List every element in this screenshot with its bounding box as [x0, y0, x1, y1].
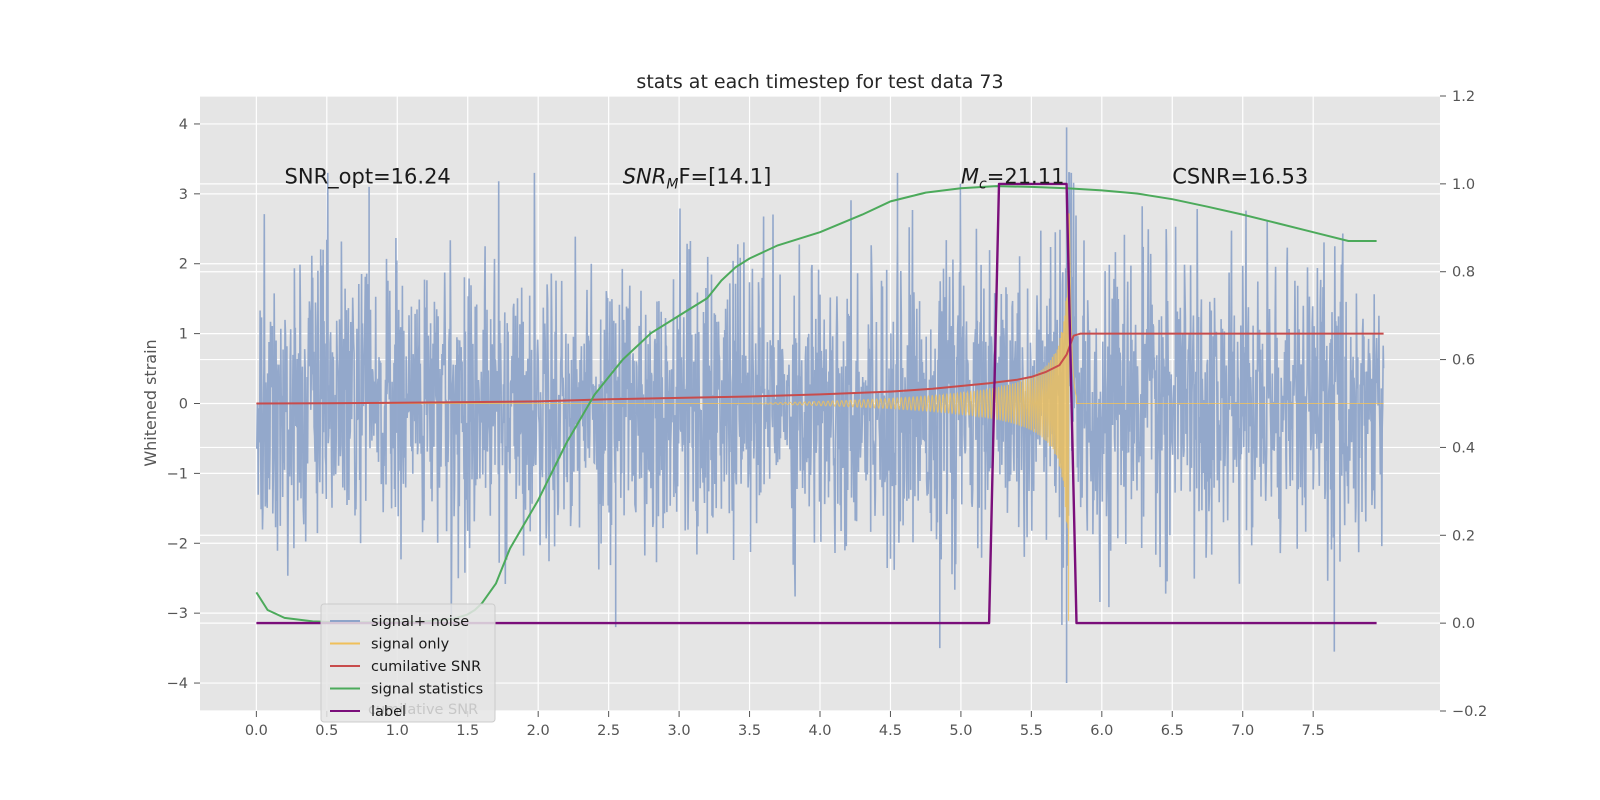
legend-label: signal statistics — [371, 682, 483, 698]
legend-entry: cumilative SNR — [330, 659, 481, 675]
series-label — [256, 182, 1377, 625]
y2-tick-label: 0.6 — [1452, 353, 1475, 369]
y-tick-label: −4 — [167, 676, 188, 692]
series-signal-plus-noise — [255, 127, 1385, 683]
y-tick-label: 0 — [179, 397, 188, 413]
annotation-snr-opt: SNR_opt=16.24 — [285, 164, 451, 189]
y2-tick-label: 0.4 — [1452, 440, 1475, 456]
x-tick-label: 7.0 — [1231, 723, 1254, 739]
annotation-snr-mf-rest: F=[14.1] — [678, 164, 771, 188]
y-axis-left: −4 −3 −2 −1 0 1 2 3 4 — [167, 117, 200, 692]
y-axis-right: −0.2 0.0 0.2 0.4 0.6 0.8 1.0 1.2 — [1440, 89, 1487, 720]
annotation-csnr: CSNR=16.53 — [1172, 164, 1308, 188]
x-tick-label: 7.5 — [1302, 723, 1325, 739]
legend-label: signal only — [371, 637, 450, 653]
y2-tick-label: 0.8 — [1452, 265, 1475, 281]
x-tick-label: 4.5 — [879, 723, 902, 739]
y-tick-label: 4 — [179, 117, 188, 133]
annotations: SNR_opt=16.24 SNRMF=[14.1] Mc=21.11 CSNR… — [285, 164, 1309, 192]
x-tick-label: 1.0 — [386, 723, 409, 739]
series-cumulative-snr — [256, 332, 1384, 405]
legend-label: label — [371, 704, 406, 720]
y-tick-label: −1 — [167, 466, 188, 482]
annotation-snr-mf: SNRMF=[14.1] — [623, 164, 772, 192]
annotation-mc-sub: c — [979, 176, 987, 192]
legend-entry: signal only — [330, 637, 450, 653]
x-tick-label: 3.5 — [738, 723, 761, 739]
y-tick-label: −2 — [167, 536, 188, 552]
y2-tick-label: 1.2 — [1452, 89, 1475, 105]
y2-tick-label: 0.0 — [1452, 616, 1475, 632]
legend-frame — [320, 603, 496, 723]
x-axis: 0.0 0.5 1.0 1.5 2.0 2.5 3.0 3.5 4.0 4.5 5.0 5.5 6.0 6… — [245, 711, 1325, 739]
legend-entry: signal statistics — [330, 682, 483, 698]
y-tick-label: 2 — [179, 257, 188, 273]
legend: cumilative SNR signal+ noise signal only c… — [320, 603, 496, 723]
x-tick-label: 6.5 — [1161, 723, 1184, 739]
annotation-snr-mf-sub: M — [666, 176, 678, 192]
legend-entry: label — [330, 704, 406, 720]
x-tick-label: 5.5 — [1020, 723, 1043, 739]
y-axis-label: Whitened strain — [141, 339, 160, 466]
legend-entries: signal+ noise signal only cumilative SNR si… — [330, 614, 483, 720]
annotation-snr-mf-main: SNR — [623, 164, 667, 188]
legend-label: signal+ noise — [371, 614, 469, 630]
x-tick-label: 2.5 — [597, 723, 620, 739]
y2-tick-label: 0.2 — [1452, 528, 1475, 544]
x-tick-label: 1.5 — [456, 723, 479, 739]
x-tick-label: 0.5 — [315, 723, 338, 739]
y-tick-label: 1 — [179, 327, 188, 343]
annotation-mc-main: M — [961, 164, 979, 188]
x-tick-label: 4.0 — [808, 723, 831, 739]
x-tick-label: 6.0 — [1090, 723, 1113, 739]
y2-tick-label: 1.0 — [1452, 177, 1475, 193]
annotation-mc-rest: =21.11 — [987, 164, 1065, 188]
x-tick-label: 0.0 — [245, 723, 268, 739]
x-tick-label: 5.0 — [949, 723, 972, 739]
legend-label: cumilative SNR — [371, 659, 481, 675]
legend-entry: signal+ noise — [330, 614, 469, 630]
legend-hidden-text: cumilative SNR — [368, 702, 478, 718]
annotation-chirp-mass: Mc=21.11 — [961, 164, 1065, 192]
chart-title: stats at each timestep for test data 73 — [636, 71, 1003, 93]
x-tick-label: 2.0 — [527, 723, 550, 739]
y-tick-label: −3 — [167, 606, 188, 622]
y-tick-label: 3 — [179, 187, 188, 203]
x-tick-label: 3.0 — [668, 723, 691, 739]
y2-tick-label: −0.2 — [1452, 704, 1487, 720]
series-signal-only — [256, 213, 1384, 621]
